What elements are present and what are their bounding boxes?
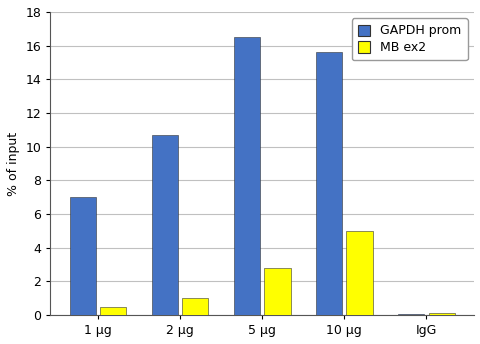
Legend: GAPDH prom, MB ex2: GAPDH prom, MB ex2 <box>351 18 467 61</box>
Bar <box>233 37 260 315</box>
Bar <box>346 231 372 315</box>
Bar <box>100 307 126 315</box>
Bar <box>182 298 208 315</box>
Y-axis label: % of input: % of input <box>7 131 20 195</box>
Bar <box>70 197 96 315</box>
Bar <box>397 314 423 315</box>
Bar <box>315 52 342 315</box>
Bar <box>152 135 178 315</box>
Bar <box>264 268 290 315</box>
Bar <box>428 312 454 315</box>
